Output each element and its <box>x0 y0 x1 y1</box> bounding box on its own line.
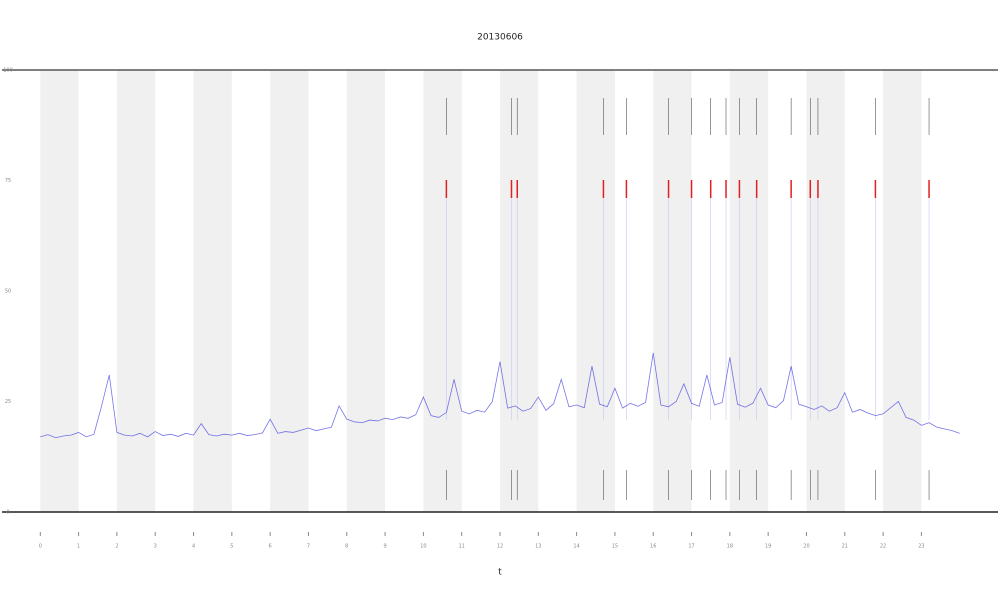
band <box>729 70 769 512</box>
x-tick-label: 11 <box>459 544 465 550</box>
y-tick-label: 25 <box>5 399 11 405</box>
x-tick-label: 16 <box>650 544 656 550</box>
band <box>346 70 386 512</box>
chart-title: 20130606 <box>477 33 523 43</box>
x-tick-label: 2 <box>115 544 118 550</box>
band <box>270 70 309 512</box>
x-tick-label: 6 <box>269 544 272 550</box>
x-tick-label: 3 <box>154 544 157 550</box>
band <box>116 70 156 512</box>
y-tick-label: 100 <box>3 68 13 74</box>
series-line <box>40 352 960 439</box>
x-tick-label: 0 <box>39 544 42 550</box>
x-tick-label: 22 <box>880 544 886 550</box>
x-tick-label: 7 <box>307 544 310 550</box>
band <box>193 70 232 512</box>
x-tick-label: 20 <box>803 544 809 550</box>
x-tick-label: 21 <box>842 544 848 550</box>
x-tick-label: 5 <box>230 544 233 550</box>
x-tick-label: 19 <box>765 544 771 550</box>
band <box>576 70 615 512</box>
x-tick-label: 4 <box>192 544 195 550</box>
band <box>500 70 539 512</box>
x-tick-label: 12 <box>497 544 503 550</box>
band <box>40 70 79 512</box>
band <box>423 70 462 512</box>
x-tick-label: 18 <box>727 544 733 550</box>
band <box>883 70 922 512</box>
x-tick-label: 10 <box>420 544 426 550</box>
band <box>653 70 692 512</box>
y-tick-label: 75 <box>5 178 11 184</box>
x-tick-label: 17 <box>688 544 694 550</box>
x-tick-label: 1 <box>77 544 80 550</box>
x-tick-label: 23 <box>918 544 924 550</box>
y-tick-label: 0 <box>6 510 9 516</box>
x-tick-label: 15 <box>612 544 618 550</box>
x-tick-label: 9 <box>383 544 386 550</box>
x-tick-label: 14 <box>573 544 579 550</box>
x-tick-label: 8 <box>345 544 348 550</box>
y-tick-label: 50 <box>5 289 11 295</box>
x-tick-label: 13 <box>535 544 541 550</box>
band <box>806 70 845 512</box>
x-axis-label: t <box>498 568 502 578</box>
